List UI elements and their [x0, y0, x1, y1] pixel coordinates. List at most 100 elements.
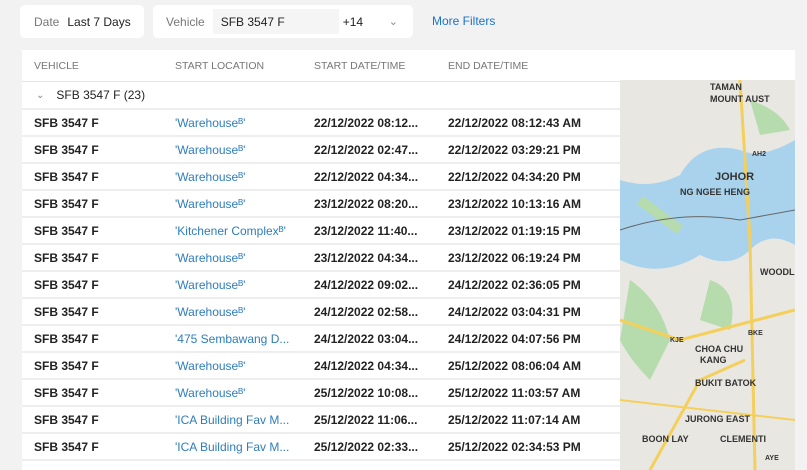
vehicle-filter[interactable]: Vehicle SFB 3547 F +14 ⌄ [153, 5, 413, 38]
cell-end-datetime: 25/12/2022 11:07:14 AM [448, 412, 581, 427]
date-filter-label: Date [34, 14, 60, 29]
map-label: MOUNT AUST [710, 94, 770, 104]
cell-start-datetime: 22/12/2022 08:12... [314, 115, 419, 130]
map[interactable]: TAMAN MOUNT AUST AH2 JOHOR NG NGEE HENG … [620, 80, 795, 470]
table-row[interactable]: SFB 3547 F 'Warehouseᴮ' 24/12/2022 02:58..… [22, 299, 620, 326]
map-label: JOHOR [715, 171, 754, 183]
cell-end-datetime: 22/12/2022 08:12:43 AM [448, 115, 581, 130]
cell-start-datetime: 25/12/2022 02:33... [314, 439, 419, 454]
table-row[interactable]: SFB 3547 F '475 Sembawang D... 24/12/2022 … [22, 326, 620, 353]
cell-vehicle: SFB 3547 F [34, 385, 99, 400]
table-row[interactable]: SFB 3547 F 'Warehouseᴮ' 22/12/2022 02:47..… [22, 137, 620, 164]
cell-end-datetime: 25/12/2022 08:06:04 AM [448, 358, 581, 373]
col-vehicle[interactable]: VEHICLE [34, 59, 79, 72]
table-row[interactable]: SFB 3547 F 'Warehouseᴮ' 23/12/2022 04:34..… [22, 245, 620, 272]
cell-start-datetime: 23/12/2022 04:34... [314, 250, 419, 265]
cell-start-datetime: 24/12/2022 03:04... [314, 331, 419, 346]
date-filter[interactable]: Date Last 7 Days [20, 5, 144, 38]
cell-end-datetime: 24/12/2022 03:04:31 PM [448, 304, 581, 319]
col-start-datetime[interactable]: START DATE/TIME [314, 59, 406, 72]
cell-vehicle: SFB 3547 F [34, 223, 99, 238]
cell-start-datetime: 24/12/2022 02:58... [314, 304, 419, 319]
cell-end-datetime: 23/12/2022 10:13:16 AM [448, 196, 581, 211]
map-label: AYE [765, 455, 779, 462]
table-row[interactable]: SFB 3547 F 'Warehouseᴮ' 23/12/2022 08:20..… [22, 191, 620, 218]
table-row[interactable]: SFB 3547 F 'Warehouseᴮ' 24/12/2022 09:02..… [22, 272, 620, 299]
map-label: CLEMENTI [720, 434, 766, 444]
more-filters-link[interactable]: More Filters [432, 14, 496, 28]
vehicle-filter-label: Vehicle [166, 14, 205, 29]
cell-vehicle: SFB 3547 F [34, 439, 99, 454]
cell-start-datetime: 22/12/2022 02:47... [314, 142, 419, 157]
cell-start-datetime: 24/12/2022 04:34... [314, 358, 419, 373]
cell-end-datetime: 22/12/2022 03:29:21 PM [448, 142, 581, 157]
table-row[interactable]: SFB 3547 F 'Warehouseᴮ' 22/12/2022 08:12..… [22, 110, 620, 137]
cell-start-datetime: 24/12/2022 09:02... [314, 277, 419, 292]
table-header: VEHICLE START LOCATION START DATE/TIME E… [22, 50, 620, 82]
cell-start-location[interactable]: 'Kitchener Complexᴮ' [175, 223, 286, 238]
cell-vehicle: SFB 3547 F [34, 331, 99, 346]
cell-end-datetime: 24/12/2022 04:07:56 PM [448, 331, 581, 346]
cell-start-location[interactable]: 'ICA Building Fav M... [175, 439, 290, 454]
cell-start-location[interactable]: 'Warehouseᴮ' [175, 115, 246, 130]
trips-panel: VEHICLE START LOCATION START DATE/TIME E… [22, 50, 795, 470]
table-row[interactable]: SFB 3547 F 'Warehouseᴮ' 22/12/2022 04:34..… [22, 164, 620, 191]
map-label: AH2 [752, 151, 766, 158]
chevron-down-icon[interactable]: ⌄ [36, 89, 45, 101]
map-label: BUKIT BATOK [695, 378, 757, 388]
cell-vehicle: SFB 3547 F [34, 115, 99, 130]
map-label: CHOA CHU [695, 344, 743, 354]
cell-end-datetime: 22/12/2022 04:34:20 PM [448, 169, 581, 184]
cell-vehicle: SFB 3547 F [34, 169, 99, 184]
cell-vehicle: SFB 3547 F [34, 412, 99, 427]
date-filter-value: Last 7 Days [67, 14, 131, 29]
map-label: BOON LAY [642, 434, 689, 444]
cell-start-datetime: 25/12/2022 11:06... [314, 412, 418, 427]
cell-start-datetime: 25/12/2022 10:08... [314, 385, 419, 400]
cell-start-location[interactable]: 'Warehouseᴮ' [175, 142, 246, 157]
cell-start-location[interactable]: 'ICA Building Fav M... [175, 412, 290, 427]
cell-end-datetime: 23/12/2022 01:19:15 PM [448, 223, 581, 238]
table-row[interactable]: SFB 3547 F 'ICA Building Fav M... 25/12/20… [22, 407, 620, 434]
map-label: BKE [748, 330, 763, 337]
table-row[interactable]: SFB 3547 F 'Kitchener Complexᴮ' 23/12/2022… [22, 218, 620, 245]
table-row[interactable]: SFB 3547 F 'Warehouseᴮ' 25/12/2022 10:08..… [22, 380, 620, 407]
col-end-datetime[interactable]: END DATE/TIME [448, 59, 529, 72]
cell-start-location[interactable]: 'Warehouseᴮ' [175, 196, 246, 211]
cell-vehicle: SFB 3547 F [34, 142, 99, 157]
cell-start-location[interactable]: 'Warehouseᴮ' [175, 385, 246, 400]
map-label: KANG [700, 355, 727, 365]
cell-vehicle: SFB 3547 F [34, 250, 99, 265]
map-label: TAMAN [710, 82, 742, 92]
cell-start-location[interactable]: 'Warehouseᴮ' [175, 277, 246, 292]
map-label: JURONG EAST [685, 414, 751, 424]
map-label: WOODLAN [760, 267, 795, 277]
cell-start-datetime: 23/12/2022 11:40... [314, 223, 418, 238]
cell-vehicle: SFB 3547 F [34, 304, 99, 319]
cell-start-location[interactable]: 'Warehouseᴮ' [175, 169, 246, 184]
cell-start-location[interactable]: '475 Sembawang D... [175, 331, 290, 346]
group-label: SFB 3547 F (23) [56, 88, 146, 102]
vehicle-chip[interactable]: SFB 3547 F [212, 9, 339, 34]
vehicle-more-count: +14 [342, 14, 364, 29]
table-row[interactable]: SFB 3547 F 'ICA Building Fav M... 25/12/20… [22, 434, 620, 461]
group-row[interactable]: ⌄ SFB 3547 F (23) [22, 82, 620, 110]
table-row[interactable]: SFB 3547 F 'Warehouseᴮ' 24/12/2022 04:34..… [22, 353, 620, 380]
map-label: KJE [670, 337, 684, 344]
map-graphic: TAMAN MOUNT AUST AH2 JOHOR NG NGEE HENG … [620, 80, 795, 470]
trips-table: VEHICLE START LOCATION START DATE/TIME E… [22, 50, 620, 461]
cell-vehicle: SFB 3547 F [34, 196, 99, 211]
cell-end-datetime: 23/12/2022 06:19:24 PM [448, 250, 581, 265]
cell-end-datetime: 24/12/2022 02:36:05 PM [448, 277, 581, 292]
cell-end-datetime: 25/12/2022 02:34:53 PM [448, 439, 581, 454]
cell-vehicle: SFB 3547 F [34, 277, 99, 292]
cell-start-location[interactable]: 'Warehouseᴮ' [175, 250, 246, 265]
cell-start-location[interactable]: 'Warehouseᴮ' [175, 304, 246, 319]
cell-start-location[interactable]: 'Warehouseᴮ' [175, 358, 246, 373]
map-label: NG NGEE HENG [680, 187, 750, 197]
chevron-down-icon[interactable]: ⌄ [388, 16, 398, 28]
cell-vehicle: SFB 3547 F [34, 358, 99, 373]
cell-end-datetime: 25/12/2022 11:03:57 AM [448, 385, 581, 400]
cell-start-datetime: 22/12/2022 04:34... [314, 169, 419, 184]
col-start-location[interactable]: START LOCATION [175, 59, 265, 72]
